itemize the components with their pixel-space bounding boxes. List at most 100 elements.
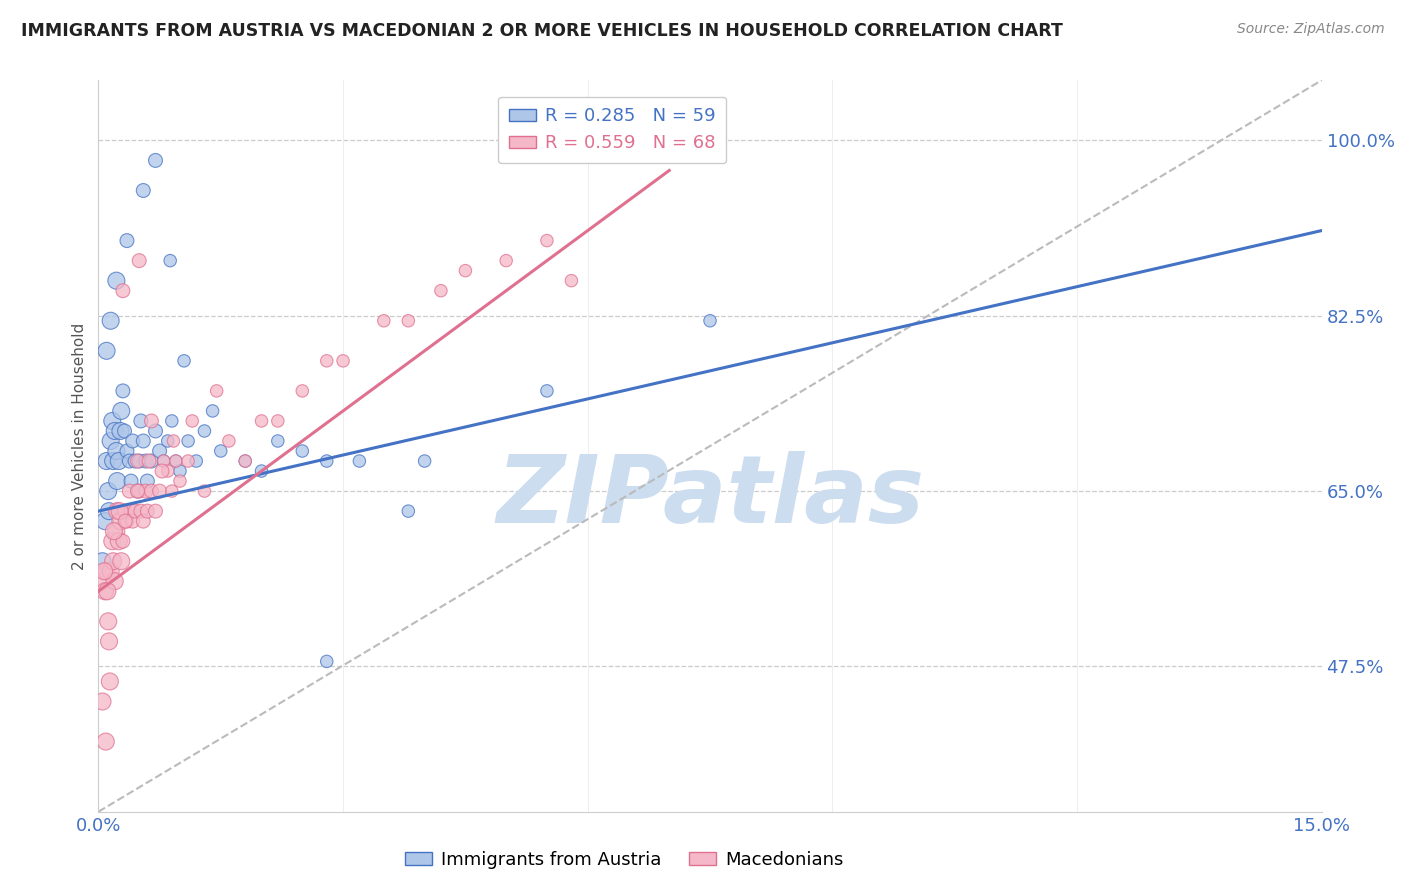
Point	[94, 514, 117, 528]
Point	[536, 384, 558, 398]
Point	[145, 504, 167, 518]
Text: IMMIGRANTS FROM AUSTRIA VS MACEDONIAN 2 OR MORE VEHICLES IN HOUSEHOLD CORRELATIO: IMMIGRANTS FROM AUSTRIA VS MACEDONIAN 2 …	[21, 22, 1063, 40]
Point	[105, 474, 128, 488]
Point	[127, 484, 149, 499]
Text: ZIPatlas: ZIPatlas	[496, 451, 924, 543]
Point	[114, 514, 136, 528]
Point	[193, 424, 215, 438]
Point	[250, 414, 273, 428]
Point	[291, 384, 314, 398]
Point	[110, 514, 132, 528]
Point	[181, 414, 204, 428]
Point	[97, 615, 120, 629]
Point	[209, 444, 232, 458]
Legend: Immigrants from Austria, Macedonians: Immigrants from Austria, Macedonians	[398, 844, 851, 876]
Point	[114, 424, 136, 438]
Point	[124, 454, 146, 468]
Point	[536, 234, 558, 248]
Point	[111, 284, 134, 298]
Point	[560, 274, 582, 288]
Point	[156, 464, 179, 478]
Point	[141, 414, 163, 428]
Point	[201, 404, 224, 418]
Point	[193, 484, 215, 499]
Point	[141, 454, 163, 468]
Point	[105, 444, 128, 458]
Point	[111, 534, 134, 549]
Point	[332, 354, 354, 368]
Point	[149, 484, 172, 499]
Point	[430, 284, 453, 298]
Point	[129, 504, 152, 518]
Point	[177, 454, 200, 468]
Point	[135, 484, 157, 499]
Point	[118, 484, 141, 499]
Point	[114, 504, 136, 518]
Point	[115, 514, 138, 528]
Point	[110, 554, 132, 568]
Point	[413, 454, 436, 468]
Point	[100, 434, 122, 448]
Point	[145, 424, 167, 438]
Point	[152, 454, 174, 468]
Point	[97, 484, 120, 499]
Point	[98, 634, 121, 648]
Point	[233, 454, 256, 468]
Point	[165, 454, 187, 468]
Point	[100, 314, 122, 328]
Point	[105, 504, 128, 518]
Point	[267, 414, 290, 428]
Point	[132, 434, 155, 448]
Point	[129, 414, 152, 428]
Point	[250, 464, 273, 478]
Point	[699, 314, 721, 328]
Point	[93, 564, 115, 578]
Point	[132, 184, 155, 198]
Point	[315, 454, 337, 468]
Point	[149, 444, 172, 458]
Point	[121, 514, 143, 528]
Point	[121, 434, 143, 448]
Point	[127, 484, 149, 499]
Point	[96, 454, 118, 468]
Point	[110, 424, 132, 438]
Point	[120, 504, 142, 518]
Point	[105, 274, 128, 288]
Point	[160, 484, 183, 499]
Point	[152, 454, 174, 468]
Point	[136, 474, 159, 488]
Point	[373, 314, 395, 328]
Point	[104, 574, 127, 589]
Point	[108, 454, 131, 468]
Point	[315, 655, 337, 669]
Point	[233, 454, 256, 468]
Point	[349, 454, 371, 468]
Point	[205, 384, 228, 398]
Point	[218, 434, 240, 448]
Point	[101, 534, 124, 549]
Point	[101, 414, 124, 428]
Point	[173, 354, 195, 368]
Point	[101, 554, 124, 568]
Point	[104, 424, 127, 438]
Point	[495, 253, 517, 268]
Point	[169, 464, 191, 478]
Point	[105, 524, 128, 538]
Text: Source: ZipAtlas.com: Source: ZipAtlas.com	[1237, 22, 1385, 37]
Point	[103, 524, 125, 538]
Point	[186, 454, 208, 468]
Point	[177, 434, 200, 448]
Point	[100, 564, 122, 578]
Point	[159, 253, 181, 268]
Point	[396, 504, 419, 518]
Point	[120, 474, 142, 488]
Point	[118, 454, 141, 468]
Point	[98, 674, 121, 689]
Point	[160, 414, 183, 428]
Point	[108, 534, 131, 549]
Point	[101, 454, 124, 468]
Point	[141, 484, 163, 499]
Point	[94, 734, 117, 748]
Y-axis label: 2 or more Vehicles in Household: 2 or more Vehicles in Household	[72, 322, 87, 570]
Point	[94, 584, 117, 599]
